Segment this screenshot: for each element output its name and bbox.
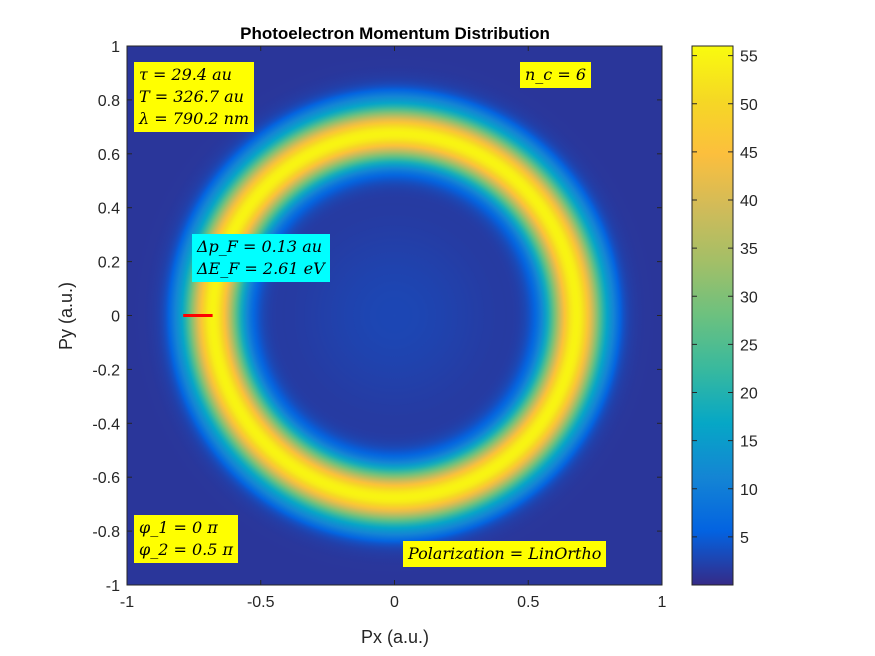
colorbar-tick-label: 15: [740, 434, 758, 451]
chart-title: Photoelectron Momentum Distribution: [240, 24, 550, 43]
y-tick-label: -0.4: [92, 416, 120, 433]
y-tick-label: 0.6: [98, 147, 120, 164]
pulse-parameters-box: τ = 29.4 au T = 326.7 au λ = 790.2 nm: [134, 62, 255, 132]
period-label: T = 326.7 au: [139, 87, 244, 106]
y-axis: -1 -0.8 -0.6 -0.4 -0.2 0 0.2 0.4 0.6 0.8 1: [92, 39, 662, 595]
plot-background: [127, 46, 662, 585]
y-tick-label: -0.8: [92, 524, 120, 541]
delta-p-label: Δp_F = 0.13 au: [197, 237, 323, 256]
phi1-label: φ_1 = 0 π: [139, 518, 218, 537]
x-tick-label: 0.5: [517, 594, 539, 611]
colorbar-tick-label: 25: [740, 337, 758, 354]
y-tick-label: -0.2: [92, 362, 120, 379]
x-axis-label: Px (a.u.): [361, 627, 429, 647]
y-tick-label: 0.2: [98, 255, 120, 272]
x-tick-label: 1: [658, 594, 667, 611]
y-axis-label: Py (a.u.): [56, 282, 76, 350]
colorbar-tick-label: 55: [740, 49, 758, 66]
phase-box: φ_1 = 0 π φ_2 = 0.5 π: [134, 515, 239, 563]
y-tick-label: 0.8: [98, 93, 120, 110]
delta-e-label: ΔE_F = 2.61 eV: [197, 259, 325, 278]
colorbar-tick-label: 45: [740, 145, 758, 162]
colorbar-tick-label: 20: [740, 386, 758, 403]
colorbar-tick-label: 30: [740, 289, 758, 306]
y-tick-label: 0: [111, 309, 120, 326]
colorbar-tick-label: 50: [740, 97, 758, 114]
wavelength-label: λ = 790.2 nm: [139, 109, 250, 128]
colorbar-ticks: 5 10 15 20 25 30 35 40 45 50 55: [692, 49, 758, 547]
polarization-box: Polarization = LinOrtho: [403, 541, 607, 567]
tau-label: τ = 29.4 au: [139, 65, 232, 84]
colorbar-tick-label: 5: [740, 530, 749, 547]
colorbar-tick-label: 40: [740, 193, 758, 210]
colorbar-tick-label: 10: [740, 482, 758, 499]
y-tick-label: -0.6: [92, 470, 120, 487]
polarization-label: Polarization = LinOrtho: [408, 544, 602, 563]
phi2-label: φ_2 = 0.5 π: [139, 540, 234, 559]
colorbar: [691, 45, 734, 586]
x-tick-label: -0.5: [247, 594, 275, 611]
x-tick-label: 0: [390, 594, 399, 611]
delta-box: Δp_F = 0.13 au ΔE_F = 2.61 eV: [192, 234, 330, 282]
y-tick-label: -1: [106, 578, 120, 595]
colorbar-tick-label: 35: [740, 241, 758, 258]
x-tick-label: -1: [120, 594, 134, 611]
y-tick-label: 1: [111, 39, 120, 56]
cycle-count-box: n_c = 6: [520, 62, 592, 88]
cycle-count-label: n_c = 6: [525, 65, 587, 84]
x-axis: -1 -0.5 0 0.5 1: [120, 46, 667, 611]
y-tick-label: 0.4: [98, 201, 120, 218]
